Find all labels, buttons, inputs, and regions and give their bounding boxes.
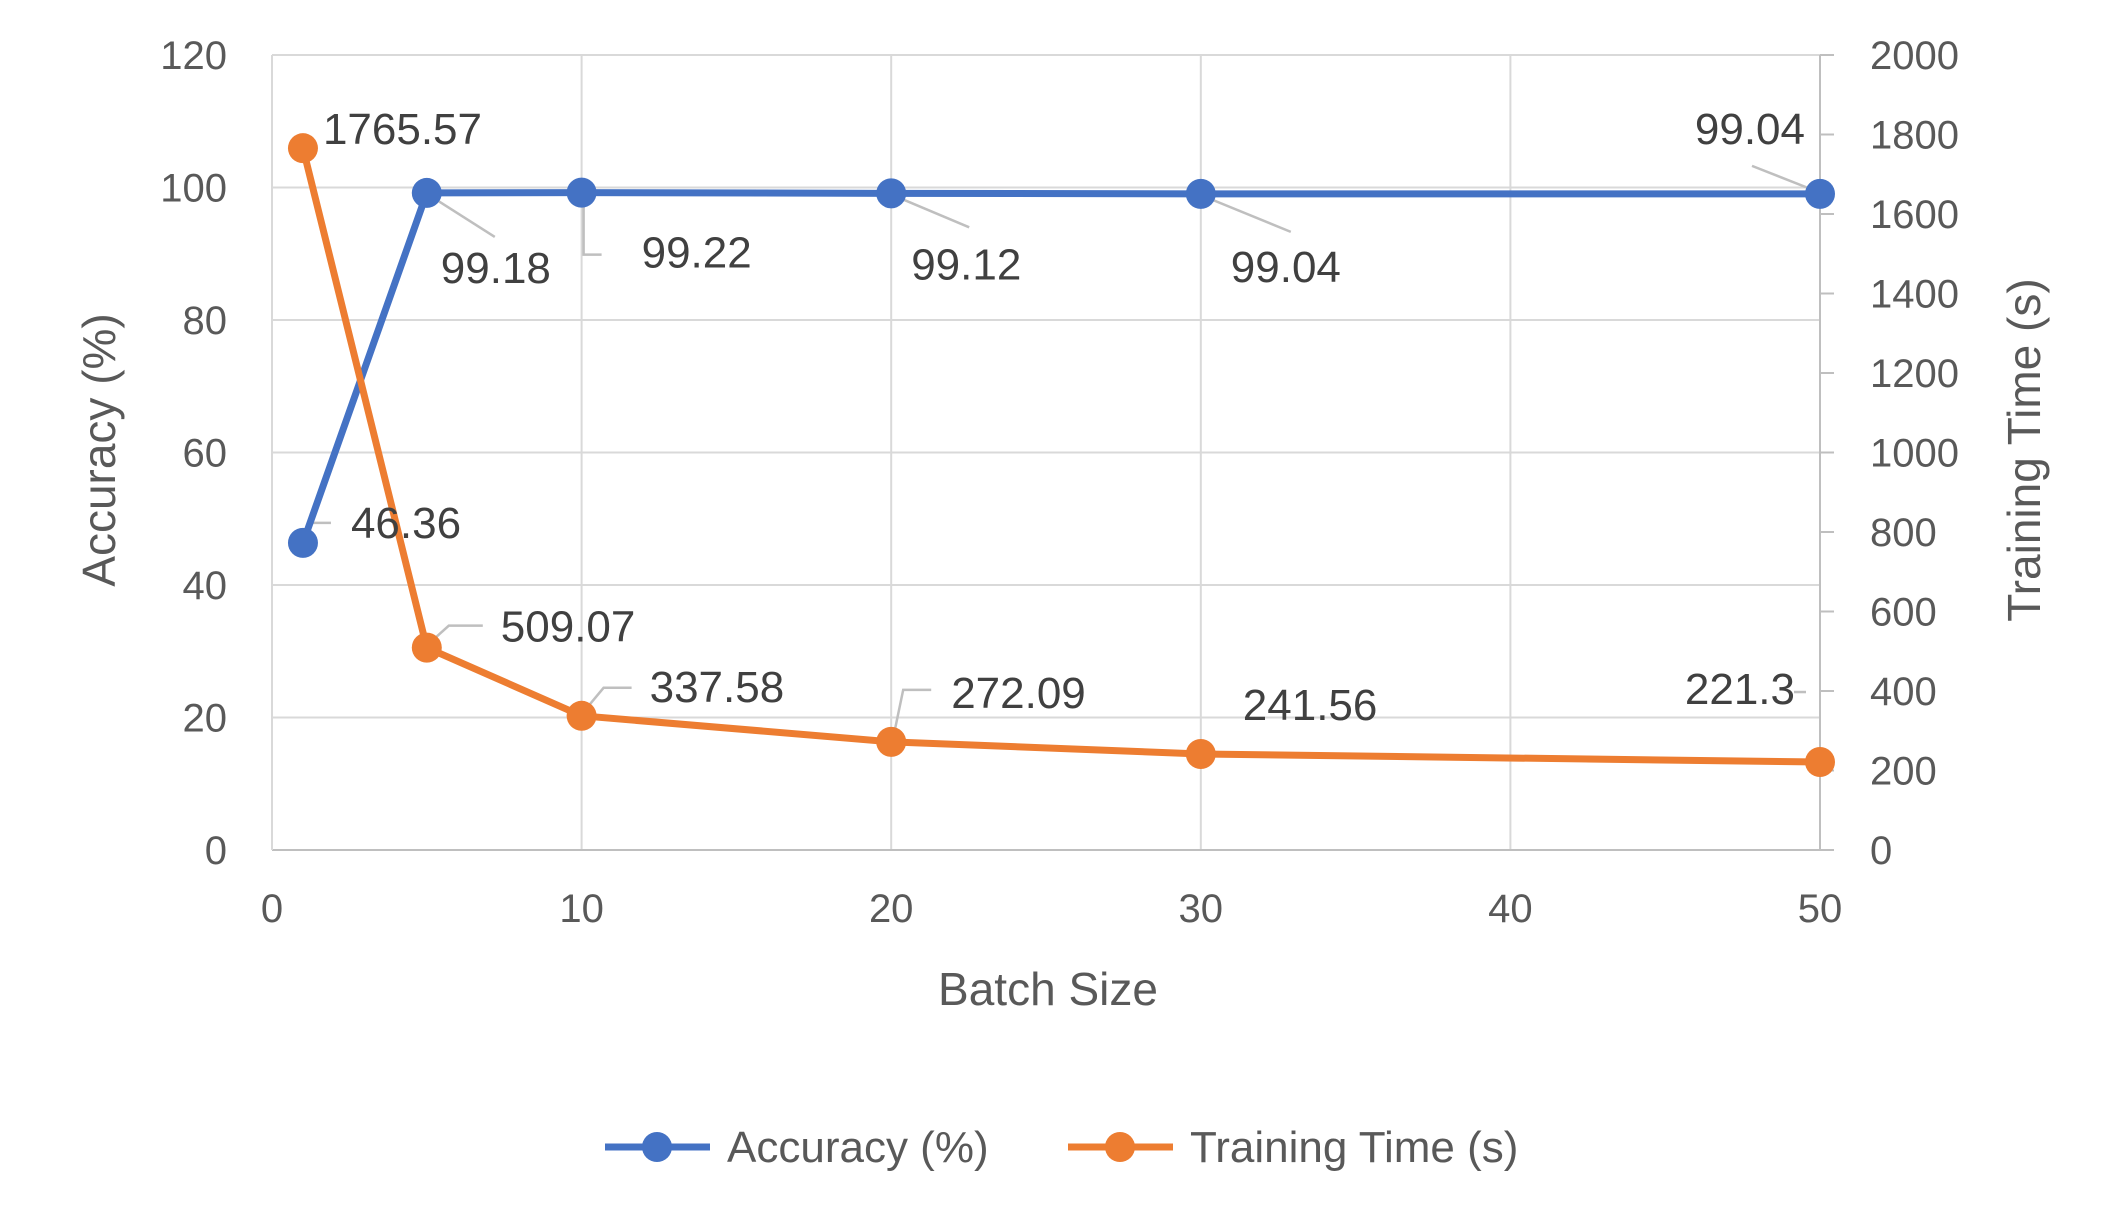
x-tick-label: 40 xyxy=(1488,887,1533,931)
right-tick-label: 1200 xyxy=(1870,352,1959,396)
data-point-training-time xyxy=(1185,738,1216,769)
left-tick-label: 100 xyxy=(160,167,227,211)
data-label-training-time: 1765.57 xyxy=(323,105,482,154)
data-point-training-time xyxy=(876,726,907,757)
x-tick-label: 20 xyxy=(869,887,914,931)
left-tick-label: 0 xyxy=(205,829,227,873)
x-axis-title: Batch Size xyxy=(938,963,1158,1015)
right-tick-label: 1800 xyxy=(1870,114,1959,158)
right-tick-label: 600 xyxy=(1870,591,1937,635)
right-axis-ticks: 0 200 400 600 800 1000 1200 1400 1600 1800 2000 xyxy=(1820,34,1959,873)
data-label-training-time: 337.58 xyxy=(650,663,785,712)
right-tick-label: 800 xyxy=(1870,511,1937,555)
left-axis-ticks: 0 20 40 60 80 100 120 xyxy=(160,34,227,873)
x-tick-label: 0 xyxy=(261,887,283,931)
right-tick-label: 2000 xyxy=(1870,34,1959,78)
right-tick-label: 400 xyxy=(1870,670,1937,714)
left-tick-label: 40 xyxy=(183,564,228,608)
data-label-training-time: 241.56 xyxy=(1243,681,1378,730)
leader-line xyxy=(428,193,496,238)
data-point-accuracy xyxy=(411,177,442,208)
data-point-accuracy xyxy=(876,178,907,209)
data-label-accuracy: 99.12 xyxy=(911,240,1021,289)
x-tick-label: 30 xyxy=(1179,887,1224,931)
data-label-accuracy: 99.22 xyxy=(642,229,752,278)
data-label-accuracy: 99.04 xyxy=(1231,243,1341,292)
right-tick-label: 200 xyxy=(1870,750,1937,794)
leader-line xyxy=(1202,194,1292,234)
x-tick-label: 50 xyxy=(1798,887,1843,931)
right-tick-label: 0 xyxy=(1870,829,1892,873)
legend-label-training-time: Training Time (s) xyxy=(1190,1123,1518,1172)
left-tick-label: 120 xyxy=(160,34,227,78)
left-tick-label: 80 xyxy=(183,299,228,343)
legend-label-accuracy: Accuracy (%) xyxy=(727,1123,989,1172)
left-tick-label: 60 xyxy=(183,432,228,476)
left-axis-title: Accuracy (%) xyxy=(73,313,125,586)
series-line-training-time xyxy=(299,147,1821,766)
legend: Accuracy (%) Training Time (s) xyxy=(605,1123,1518,1172)
data-label-training-time: 509.07 xyxy=(501,603,636,652)
data-label-accuracy: 99.04 xyxy=(1695,105,1805,154)
right-tick-label: 1000 xyxy=(1870,432,1959,476)
data-point-training-time xyxy=(411,632,442,663)
data-label-training-time: 272.09 xyxy=(951,669,1086,718)
data-labels: 46.36 99.18 99.22 99.12 99.04 99.04 1765.57 509… xyxy=(323,105,1805,730)
right-tick-label: 1600 xyxy=(1870,193,1959,237)
right-tick-label: 1400 xyxy=(1870,273,1959,317)
gridlines xyxy=(272,54,1821,850)
leader-line xyxy=(891,688,932,739)
x-tick-label: 10 xyxy=(559,887,604,931)
legend-marker-training-time xyxy=(1105,1132,1135,1162)
legend-item-training-time: Training Time (s) xyxy=(1068,1123,1518,1172)
series-line-accuracy xyxy=(299,189,1820,545)
leader-line xyxy=(892,194,970,229)
data-label-accuracy: 46.36 xyxy=(351,499,461,548)
series-lines xyxy=(299,147,1821,766)
data-label-accuracy: 99.18 xyxy=(441,244,551,293)
x-axis-ticks: 0 10 20 30 40 50 xyxy=(261,887,1842,931)
right-axis-title: Training Time (s) xyxy=(1998,278,2050,621)
left-tick-label: 20 xyxy=(183,697,228,741)
data-label-training-time: 221.3 xyxy=(1685,665,1795,714)
data-point-accuracy xyxy=(287,527,318,558)
legend-marker-accuracy xyxy=(642,1132,672,1162)
data-point-training-time xyxy=(1805,747,1835,778)
legend-item-accuracy: Accuracy (%) xyxy=(605,1123,989,1172)
data-point-training-time xyxy=(566,700,597,731)
leader-line xyxy=(582,196,602,256)
series-points xyxy=(287,133,1835,778)
data-point-accuracy xyxy=(1185,178,1216,209)
data-point-accuracy xyxy=(566,177,597,208)
data-point-training-time xyxy=(287,133,318,164)
data-point-accuracy xyxy=(1805,178,1835,209)
